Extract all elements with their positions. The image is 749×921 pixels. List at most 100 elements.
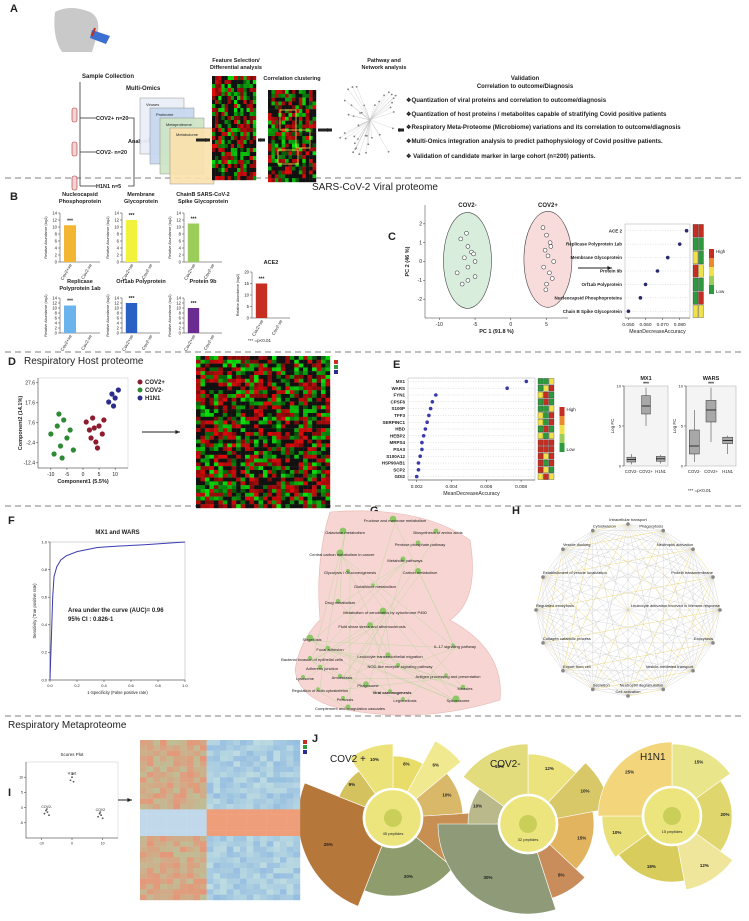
heatmap-cell — [307, 432, 313, 436]
heatmap-cell — [166, 878, 174, 885]
heatmap-cell — [236, 413, 241, 417]
heatmap-cell — [234, 112, 238, 117]
heatmap-cell — [285, 178, 289, 183]
pathway-label: Spliceosome — [447, 698, 471, 703]
heatmap-cell — [293, 756, 301, 762]
heatmap-cell — [200, 857, 207, 863]
heatmap-cell — [213, 500, 219, 505]
heatmap-cell — [200, 761, 207, 767]
heatmap-cell — [173, 873, 181, 879]
heatmap-cell — [286, 814, 294, 821]
heatmap-cell — [213, 772, 221, 778]
heatmap-cell — [226, 750, 234, 757]
heatmap-cell — [166, 798, 174, 805]
heatmap-cell — [246, 84, 250, 89]
network-edge-icon — [368, 119, 371, 145]
heatmap-cell — [224, 156, 228, 161]
color-scale — [709, 249, 714, 258]
heatmap-cell — [160, 809, 167, 815]
heatmap-cell — [196, 359, 201, 364]
heatmap-cell — [298, 470, 304, 474]
heatmap-cell — [249, 363, 255, 368]
heatmap-cell — [258, 409, 264, 414]
category-label: Membrane Glycoprotein — [570, 255, 622, 260]
heatmap-cell — [249, 439, 255, 444]
heatmap-cell — [273, 868, 281, 874]
importance-cell — [543, 425, 549, 433]
heatmap-cell — [271, 132, 276, 137]
heatmap-cell — [226, 884, 234, 890]
heatmap-cell — [281, 124, 286, 129]
heatmap-cell — [146, 804, 154, 810]
y-axis-label: Sensitivity (True positive rate) — [32, 583, 37, 639]
heatmap-cell — [246, 100, 250, 105]
chart-title: WARS — [703, 376, 720, 382]
heatmap-cell — [180, 889, 187, 895]
heatmap-cell — [278, 178, 282, 183]
heatmap-cell — [200, 492, 206, 497]
heatmap-cell — [206, 836, 214, 842]
heatmap-cell — [206, 884, 214, 890]
heatmap-cell — [200, 432, 206, 436]
heatmap-cell — [286, 745, 294, 751]
heatmap-cell — [240, 485, 246, 490]
heatmap-cell — [286, 868, 294, 874]
heatmap-cell — [193, 884, 201, 890]
heatmap-cell — [298, 155, 303, 160]
heatmap-cell — [146, 766, 154, 773]
panel-letter: J — [312, 733, 318, 745]
heatmap-cell — [249, 416, 255, 421]
heatmap-cell — [274, 162, 279, 167]
network-edge — [311, 561, 406, 642]
heatmap-cell — [204, 424, 210, 429]
heatmap-cell — [303, 390, 308, 395]
heatmap-cell — [289, 356, 295, 360]
heatmap-cell — [227, 428, 232, 433]
heatmap-cell — [166, 740, 174, 746]
heatmap-cell — [325, 439, 331, 444]
heatmap-cell — [221, 80, 225, 85]
heatmap-cell — [218, 84, 222, 89]
heatmap-cell — [204, 481, 210, 486]
y-tick-label: 0 — [21, 806, 23, 810]
network-node-icon — [366, 134, 368, 137]
heatmap-cell — [258, 359, 264, 364]
heatmap-cell — [140, 830, 147, 837]
heatmap-cell — [249, 116, 254, 121]
heatmap-cell — [237, 128, 241, 133]
heatmap-cell — [271, 413, 277, 417]
heatmap-cell — [246, 857, 254, 863]
heatmap-cell — [206, 750, 214, 757]
y-tick-label: -2.4 — [26, 440, 35, 446]
heatmap-cell — [312, 363, 317, 368]
heatmap-cell — [222, 504, 228, 509]
heatmap-cell — [166, 894, 174, 901]
heatmap-cell — [180, 756, 187, 762]
heatmap-cell — [274, 159, 279, 164]
heatmap-cell — [221, 136, 225, 141]
chart-title: ChainB SARS-CoV-2 — [176, 192, 229, 198]
heatmap-cell — [286, 825, 294, 831]
heatmap-cell — [294, 443, 299, 448]
heatmap-cell — [166, 750, 174, 757]
heatmap-cell — [209, 367, 215, 372]
heatmap-cell — [305, 178, 310, 183]
heatmap-cell — [206, 793, 214, 799]
network-edge-icon — [354, 119, 371, 137]
heatmap-cell — [258, 382, 264, 387]
heatmap-cell — [263, 401, 268, 406]
heatmap-cell — [213, 492, 219, 497]
heatmap-cell — [240, 846, 247, 853]
heatmap-cell — [200, 394, 206, 398]
y-tick-label: 0 — [179, 259, 182, 264]
heatmap-cell — [294, 394, 299, 398]
heatmap-cell — [218, 371, 223, 376]
heatmap-cell — [196, 390, 201, 395]
dot — [638, 296, 643, 300]
heatmap-cell — [246, 120, 250, 125]
heatmap-cell — [227, 466, 232, 471]
network-edge-icon — [369, 102, 393, 121]
heatmap-cell — [305, 166, 310, 171]
heatmap-cell — [280, 371, 286, 376]
y-tick-label: 6 — [117, 315, 120, 320]
